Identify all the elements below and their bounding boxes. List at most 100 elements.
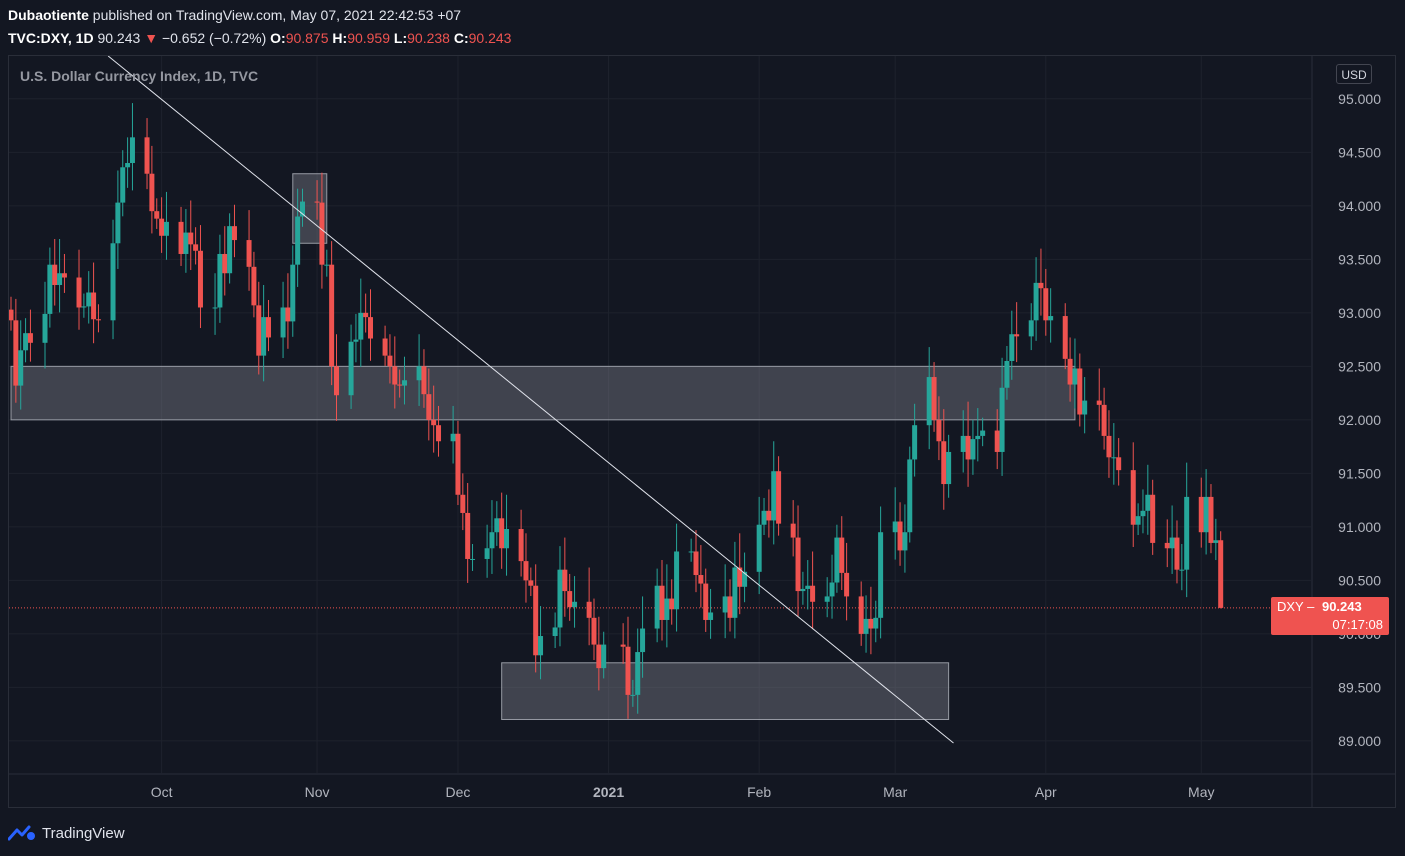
price-tag-value: 90.243 — [1321, 599, 1362, 614]
candle-body — [834, 537, 840, 583]
candle-body — [1077, 368, 1083, 415]
candle-body — [1203, 496, 1209, 533]
candle-body — [163, 221, 169, 236]
price-axis[interactable]: 95.000 94.500 94.000 93.500 93.000 92.500 92.0… — [1338, 91, 1381, 749]
candle-body — [596, 644, 602, 669]
open-value: 90.875 — [285, 30, 329, 46]
publish-text: published on TradingView.com, May 07, 20… — [92, 7, 462, 23]
candle-body — [727, 596, 733, 618]
candle-body — [402, 380, 408, 386]
candle-body — [9, 309, 14, 321]
chart-panel — [8, 55, 1396, 808]
candle-body — [81, 306, 87, 308]
candle-body — [290, 264, 296, 322]
candle-body — [737, 567, 743, 587]
candle-body — [1101, 404, 1107, 436]
candle-body — [844, 572, 850, 597]
candle-body — [86, 292, 92, 307]
candle-body — [324, 264, 330, 266]
candle-body — [227, 226, 233, 274]
price-tick-label: 89.000 — [1338, 733, 1381, 749]
candle-body — [1111, 457, 1117, 459]
candle-body — [970, 439, 976, 460]
price-tick-label: 92.000 — [1338, 412, 1381, 428]
candle-body — [703, 583, 709, 620]
candle-body — [91, 292, 97, 320]
candle-body — [538, 636, 544, 656]
candle-body — [941, 441, 947, 485]
price-tick-label: 93.500 — [1338, 251, 1381, 267]
candle-body — [329, 264, 335, 367]
candle-body — [1145, 494, 1151, 511]
candle-body — [999, 387, 1005, 452]
candle-body — [470, 558, 476, 560]
candle-body — [1043, 288, 1049, 321]
time-tick-label: Oct — [151, 784, 173, 800]
candle-body — [222, 253, 228, 274]
candle-body — [620, 644, 626, 647]
candle-body — [562, 569, 568, 592]
high-label: H: — [332, 30, 348, 46]
candle-body — [120, 167, 126, 203]
last-price: 90.243 — [97, 30, 141, 46]
price-tick-label: 90.500 — [1338, 572, 1381, 588]
time-axis[interactable]: Oct Nov Dec 2021 Feb Mar Apr May — [151, 784, 1215, 800]
candle-body — [771, 471, 777, 521]
candle-body — [776, 471, 782, 524]
candle-body — [1174, 537, 1180, 570]
close-label: C: — [453, 30, 469, 46]
price-tick-label: 94.000 — [1338, 198, 1381, 214]
candle-body — [669, 598, 675, 610]
candle-body — [567, 591, 573, 608]
candle-body — [392, 366, 398, 385]
candle-body — [795, 537, 801, 592]
currency-badge[interactable]: USD — [1336, 64, 1372, 84]
candle-body — [212, 307, 218, 309]
candle-body — [52, 264, 58, 286]
candle-body — [183, 232, 189, 254]
candle-body — [499, 518, 505, 549]
candle-body — [382, 338, 388, 356]
candle-body — [159, 218, 165, 236]
candle-body — [1198, 496, 1204, 533]
candle-body — [1106, 435, 1112, 458]
candle-body — [897, 521, 903, 551]
candle-body — [1116, 457, 1122, 471]
candle-body — [1062, 316, 1068, 359]
candle-body — [265, 317, 271, 338]
candle-body — [732, 567, 738, 618]
candle-body — [450, 433, 456, 442]
candle-body — [1096, 400, 1102, 405]
candle-body — [231, 226, 237, 241]
trendline[interactable] — [107, 56, 954, 744]
candle-body — [1213, 540, 1219, 543]
candle-body — [654, 585, 660, 629]
price-tick-label: 92.500 — [1338, 358, 1381, 374]
time-tick-label: Nov — [305, 784, 330, 800]
candle-body — [460, 494, 466, 513]
zones — [10, 173, 1076, 720]
candle-body — [23, 333, 29, 351]
candle-body — [295, 216, 301, 265]
candle-body — [1179, 569, 1185, 571]
candle-body — [912, 425, 918, 460]
candle-body — [975, 435, 981, 440]
candle-body — [523, 561, 529, 581]
candle-body — [251, 266, 257, 306]
candle-body — [387, 355, 393, 367]
symbol-label: TVC:DXY, 1D — [8, 30, 94, 46]
price-chart[interactable]: 95.000 94.500 94.000 93.500 93.000 92.500 92.0… — [9, 56, 1395, 807]
candle-body — [1130, 470, 1136, 525]
candle-body — [766, 510, 772, 521]
candle-body — [426, 394, 432, 420]
candle-body — [640, 628, 646, 653]
candle-body — [965, 435, 971, 460]
candle-body — [358, 312, 364, 340]
candle-body — [154, 211, 160, 219]
price-change: −0.652 (−0.72%) — [161, 30, 267, 46]
candle-body — [363, 312, 369, 318]
candle-body — [76, 277, 82, 308]
price-tag-symbol: DXY — [1277, 599, 1304, 614]
footer: TradingView — [8, 821, 125, 845]
candle-body — [115, 202, 121, 244]
